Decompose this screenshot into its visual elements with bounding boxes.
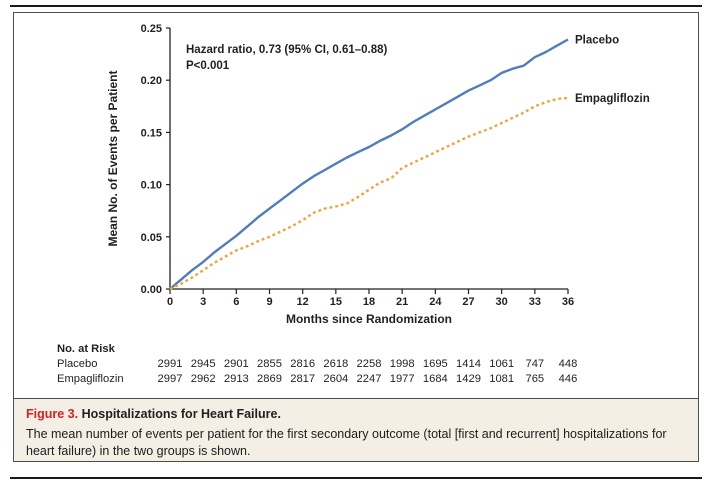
risk-count: 446 <box>559 373 578 385</box>
y-tick-label: 0.20 <box>141 75 162 87</box>
risk-count: 2247 <box>357 373 382 385</box>
events-per-patient-chart: 0.000.050.100.150.200.250 3 6 9 12 15 18 21 24 27… <box>57 23 650 385</box>
risk-count: 2901 <box>224 358 249 370</box>
caption-panel: Figure 3. Hospitalizations for Heart Fai… <box>13 398 699 462</box>
risk-count: 1429 <box>456 373 481 385</box>
risk-count: 1061 <box>489 358 514 370</box>
y-tick-label: 0.15 <box>141 127 162 139</box>
hazard-ratio-annotation: Hazard ratio, 0.73 (95% CI, 0.61–0.88) <box>186 44 388 56</box>
x-tick-label: 12 <box>297 296 309 308</box>
risk-count: 2258 <box>357 358 382 370</box>
risk-row-label: Placebo <box>57 358 97 370</box>
risk-table-header: No. at Risk <box>57 343 116 355</box>
x-axis-title: Months since Randomization <box>286 312 452 326</box>
placebo-line <box>169 38 569 290</box>
risk-count: 1684 <box>423 373 448 385</box>
x-tick-label: 27 <box>462 296 474 308</box>
x-tick-label: 9 <box>266 296 272 308</box>
risk-count: 2869 <box>257 373 282 385</box>
y-tick-label: 0.10 <box>141 180 162 192</box>
empagliflozin-line <box>169 96 569 291</box>
y-tick-label: 0.05 <box>141 232 162 244</box>
empagliflozin-label: Empagliflozin <box>575 93 650 105</box>
risk-count: 1081 <box>489 373 514 385</box>
figure-description: The mean number of events per patient fo… <box>26 426 667 459</box>
risk-count: 448 <box>559 358 578 370</box>
figure-number-label: Figure 3. <box>26 407 79 421</box>
risk-count: 2604 <box>323 373 348 385</box>
placebo-label: Placebo <box>575 34 619 46</box>
risk-row-label: Empagliflozin <box>57 373 124 385</box>
figure-frame <box>13 12 699 462</box>
risk-count: 2855 <box>257 358 282 370</box>
x-tick-label: 30 <box>496 296 508 308</box>
x-tick-label: 24 <box>429 296 442 308</box>
x-tick-label: 15 <box>330 296 342 308</box>
x-tick-label: 33 <box>529 296 541 308</box>
risk-count: 765 <box>525 373 544 385</box>
risk-count: 2618 <box>323 358 348 370</box>
risk-count: 2991 <box>158 358 183 370</box>
y-tick-label: 0.25 <box>141 23 162 35</box>
bottom-rule <box>10 477 702 479</box>
risk-count: 1998 <box>390 358 415 370</box>
risk-count: 1414 <box>456 358 481 370</box>
risk-count: 2962 <box>191 373 216 385</box>
x-tick-label: 3 <box>200 296 206 308</box>
x-tick-label: 18 <box>363 296 375 308</box>
risk-count: 2913 <box>224 373 249 385</box>
x-tick-label: 21 <box>396 296 408 308</box>
y-tick-label: 0.00 <box>141 284 162 296</box>
y-axis-title: Mean No. of Events per Patient <box>106 70 120 246</box>
x-tick-label: 36 <box>562 296 574 308</box>
top-rule <box>10 5 702 7</box>
x-tick-label: 6 <box>233 296 239 308</box>
figure-title: Hospitalizations for Heart Failure. <box>81 407 281 421</box>
hazard-ratio-annotation: P<0.001 <box>186 60 230 72</box>
risk-count: 2997 <box>158 373 183 385</box>
risk-count: 1977 <box>390 373 415 385</box>
risk-count: 747 <box>525 358 544 370</box>
risk-count: 2816 <box>290 358 315 370</box>
x-tick-label: 0 <box>167 296 173 308</box>
risk-count: 2817 <box>290 373 315 385</box>
risk-count: 1695 <box>423 358 448 370</box>
risk-count: 2945 <box>191 358 216 370</box>
caption-heading: Figure 3. Hospitalizations for Heart Fai… <box>26 406 686 424</box>
